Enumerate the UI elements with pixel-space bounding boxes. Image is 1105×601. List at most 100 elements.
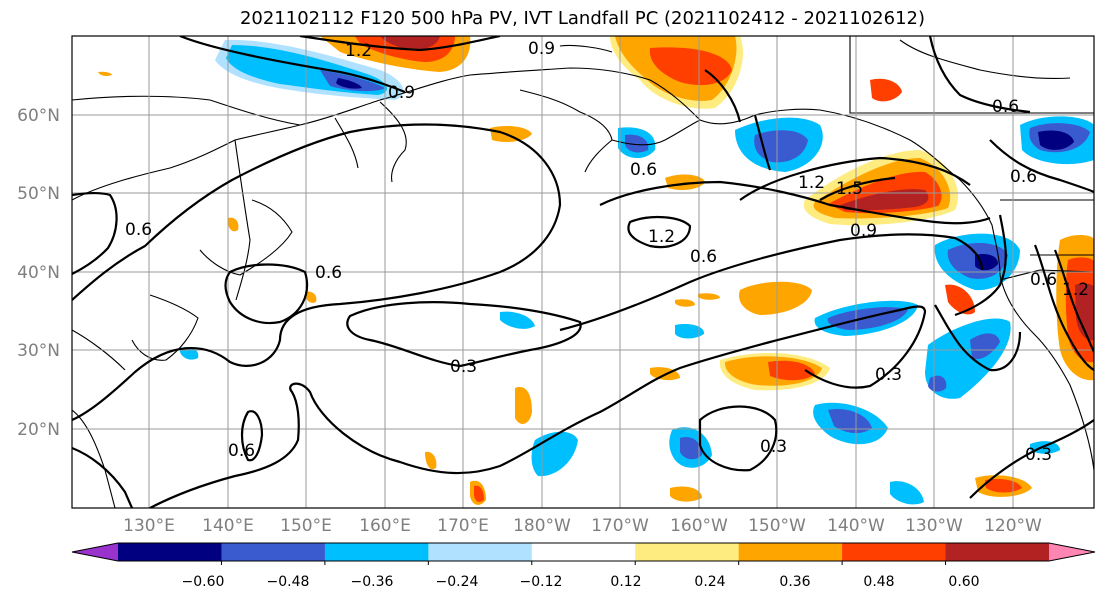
lon-label: 140°E xyxy=(202,516,254,536)
colorbar-outline xyxy=(71,542,1096,562)
lon-label: 160°W xyxy=(670,516,728,536)
contour-label: 0.9 xyxy=(528,39,555,59)
contour-line xyxy=(934,304,1022,372)
contour-label: 0.9 xyxy=(388,83,415,103)
colorbar-tick-label: −0.48 xyxy=(267,574,310,590)
contour-line xyxy=(149,305,927,508)
contour-label: 0.6 xyxy=(690,247,717,267)
negative-anomaly xyxy=(625,134,649,153)
colorbar-segment xyxy=(945,543,1050,561)
contour-line xyxy=(989,139,1094,193)
map-frame xyxy=(71,35,1095,509)
contour-label: 0.3 xyxy=(760,437,787,457)
negative-anomaly xyxy=(1038,130,1074,150)
contour-line xyxy=(224,263,309,325)
negative-anomaly xyxy=(754,130,808,163)
contour-line xyxy=(704,69,772,171)
colorbar-segment xyxy=(324,543,429,561)
positive-anomaly xyxy=(227,217,239,232)
contour-label: 0.6 xyxy=(228,441,255,461)
positive-anomaly xyxy=(98,71,112,76)
lon-label: 160°E xyxy=(359,516,411,536)
contour-labels: 1.2 0.9 0.9 0.6 0.6 0.6 0.6 1.2 1.5 1.2 … xyxy=(125,39,1089,465)
colorbar-tick-label: −0.12 xyxy=(520,574,563,590)
map-title: 2021102112 F120 500 hPa PV, IVT Landfall… xyxy=(239,8,926,29)
negative-anomaly xyxy=(1030,441,1060,454)
contour-label: 1.5 xyxy=(836,179,863,199)
contour-line xyxy=(179,36,406,94)
positive-anomaly xyxy=(305,291,317,303)
contour-line xyxy=(819,176,896,201)
positive-anomaly xyxy=(670,486,702,502)
colorbar-tick-label: 0.60 xyxy=(948,574,979,590)
contour-line xyxy=(240,410,264,462)
colorbar-segment xyxy=(842,543,947,561)
contour-label: 1.2 xyxy=(798,173,825,193)
positive-anomaly xyxy=(739,281,812,315)
positive-anomaly xyxy=(474,485,484,503)
positive-anomaly xyxy=(840,189,929,211)
positive-anomaly xyxy=(515,387,532,424)
positive-anomaly xyxy=(1075,283,1094,341)
contour-label: 0.9 xyxy=(850,221,877,241)
colorbar-labels: −0.60 −0.48 −0.36 −0.24 −0.12 0.12 0.24 … xyxy=(182,574,980,590)
positive-anomaly xyxy=(870,78,902,102)
lon-label: 130°W xyxy=(905,516,963,536)
lat-label: 60°N xyxy=(17,106,60,126)
contour-label: 0.6 xyxy=(992,97,1019,117)
negative-anomaly xyxy=(928,375,947,392)
contour-label: 0.6 xyxy=(1030,270,1057,290)
colorbar-tick-label: −0.24 xyxy=(436,574,479,590)
contour-label: 0.3 xyxy=(875,365,902,385)
contour-line xyxy=(72,123,562,422)
contour-line xyxy=(72,446,134,508)
lon-label: 120°W xyxy=(984,516,1042,536)
negative-anomaly xyxy=(320,70,385,92)
positive-anomaly xyxy=(665,174,705,190)
colorbar-tick-label: −0.60 xyxy=(182,574,225,590)
contour-line xyxy=(928,36,1031,114)
colorbar-segment xyxy=(531,543,636,561)
positive-anomaly xyxy=(380,36,440,51)
contour-line xyxy=(969,419,1094,499)
colorbar-segment xyxy=(221,543,326,561)
colorbar xyxy=(71,542,1096,565)
contour-line xyxy=(627,215,692,249)
lat-label: 30°N xyxy=(17,341,60,361)
negative-anomaly xyxy=(500,311,535,329)
negative-anomaly xyxy=(675,324,705,339)
positive-anomaly xyxy=(425,451,437,470)
colorbar-tick-label: 0.24 xyxy=(694,574,725,590)
lat-label: 50°N xyxy=(17,184,60,204)
pv-contours xyxy=(72,36,1094,508)
contour-line xyxy=(1033,244,1094,371)
contour-line xyxy=(72,192,118,275)
colorbar-segment xyxy=(428,543,533,561)
contour-line xyxy=(559,233,984,332)
latitude-labels: 60°N 50°N 40°N 30°N 20°N xyxy=(17,106,60,440)
contour-label: 1.2 xyxy=(1062,280,1089,300)
contour-label: 0.6 xyxy=(315,263,342,283)
contour-label: 0.3 xyxy=(450,357,477,377)
colorbar-extend-max xyxy=(1049,543,1095,561)
lat-label: 40°N xyxy=(17,263,60,283)
contour-line xyxy=(1053,249,1094,353)
negative-anomaly xyxy=(970,333,1000,360)
colorbar-segment xyxy=(635,543,740,561)
contour-label: 1.2 xyxy=(345,41,372,61)
lon-label: 170°W xyxy=(591,516,649,536)
colorbar-tick-label: 0.36 xyxy=(779,574,810,590)
negative-anomaly xyxy=(680,436,702,460)
contour-line xyxy=(299,36,501,52)
negative-anomaly xyxy=(890,481,924,505)
colorbar-tick-label: 0.12 xyxy=(610,574,641,590)
contour-label: 1.2 xyxy=(648,227,675,247)
contour-label: 0.6 xyxy=(630,160,657,180)
longitude-labels: 130°E 140°E 150°E 160°E 170°E 180°W 170°… xyxy=(123,516,1042,536)
colorbar-segment xyxy=(118,543,222,561)
colorbar-tick-label: 0.48 xyxy=(863,574,894,590)
colorbar-extend-min xyxy=(72,543,118,561)
colorbar-tick-label: −0.36 xyxy=(351,574,394,590)
contour-line xyxy=(954,214,1007,317)
